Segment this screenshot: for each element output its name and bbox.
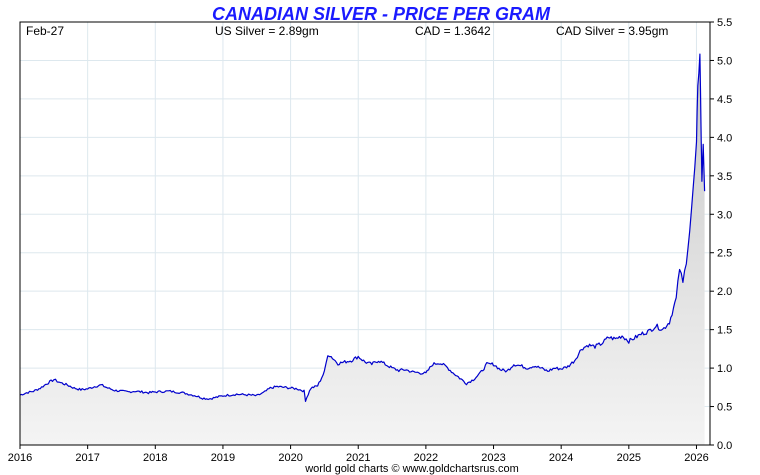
chart-title: CANADIAN SILVER - PRICE PER GRAM — [212, 4, 551, 24]
x-tick-label: 2021 — [346, 452, 370, 464]
y-tick-label: 4.0 — [717, 132, 732, 144]
y-tick-label: 1.5 — [717, 325, 732, 337]
footer-credit: world gold charts © www.goldchartsrus.co… — [304, 463, 519, 475]
y-tick-label: 0.5 — [717, 402, 732, 414]
x-tick-label: 2022 — [414, 452, 438, 464]
x-tick-label: 2020 — [278, 452, 302, 464]
x-tick-label: 2017 — [75, 452, 99, 464]
y-tick-label: 3.0 — [717, 209, 732, 221]
price-area-fill — [20, 54, 705, 445]
plot-frame — [19, 21, 711, 446]
y-tick-label: 2.5 — [717, 248, 732, 260]
x-tick-label: 2023 — [481, 452, 505, 464]
y-tick-label: 5.5 — [717, 17, 732, 29]
us-silver-label: US Silver = 2.89gm — [215, 24, 319, 38]
y-tick-label: 0.0 — [717, 440, 732, 452]
y-tick-label: 4.5 — [717, 94, 732, 106]
y-axis: 0.0 0.5 1.0 1.5 2.0 2.5 3.0 3.5 4.0 4.5 5.0 5.5 — [710, 17, 732, 452]
date-label: Feb-27 — [26, 24, 64, 38]
y-tick-label: 3.5 — [717, 171, 732, 183]
x-tick-label: 2016 — [8, 452, 32, 464]
x-tick-label: 2018 — [143, 452, 167, 464]
y-tick-label: 2.0 — [717, 286, 732, 298]
x-tick-label: 2025 — [617, 452, 641, 464]
y-tick-label: 1.0 — [717, 363, 732, 375]
x-axis: 2016 2017 2018 2019 2020 2021 2022 2023 2024 2025… — [8, 445, 709, 464]
x-tick-label: 2019 — [211, 452, 235, 464]
cad-silver-label: CAD Silver = 3.95gm — [556, 24, 668, 38]
x-tick-label: 2026 — [684, 452, 708, 464]
price-series-line — [19, 53, 706, 402]
cad-rate-label: CAD = 1.3642 — [415, 24, 491, 38]
x-tick-label: 2024 — [549, 452, 573, 464]
y-tick-label: 5.0 — [717, 55, 732, 67]
